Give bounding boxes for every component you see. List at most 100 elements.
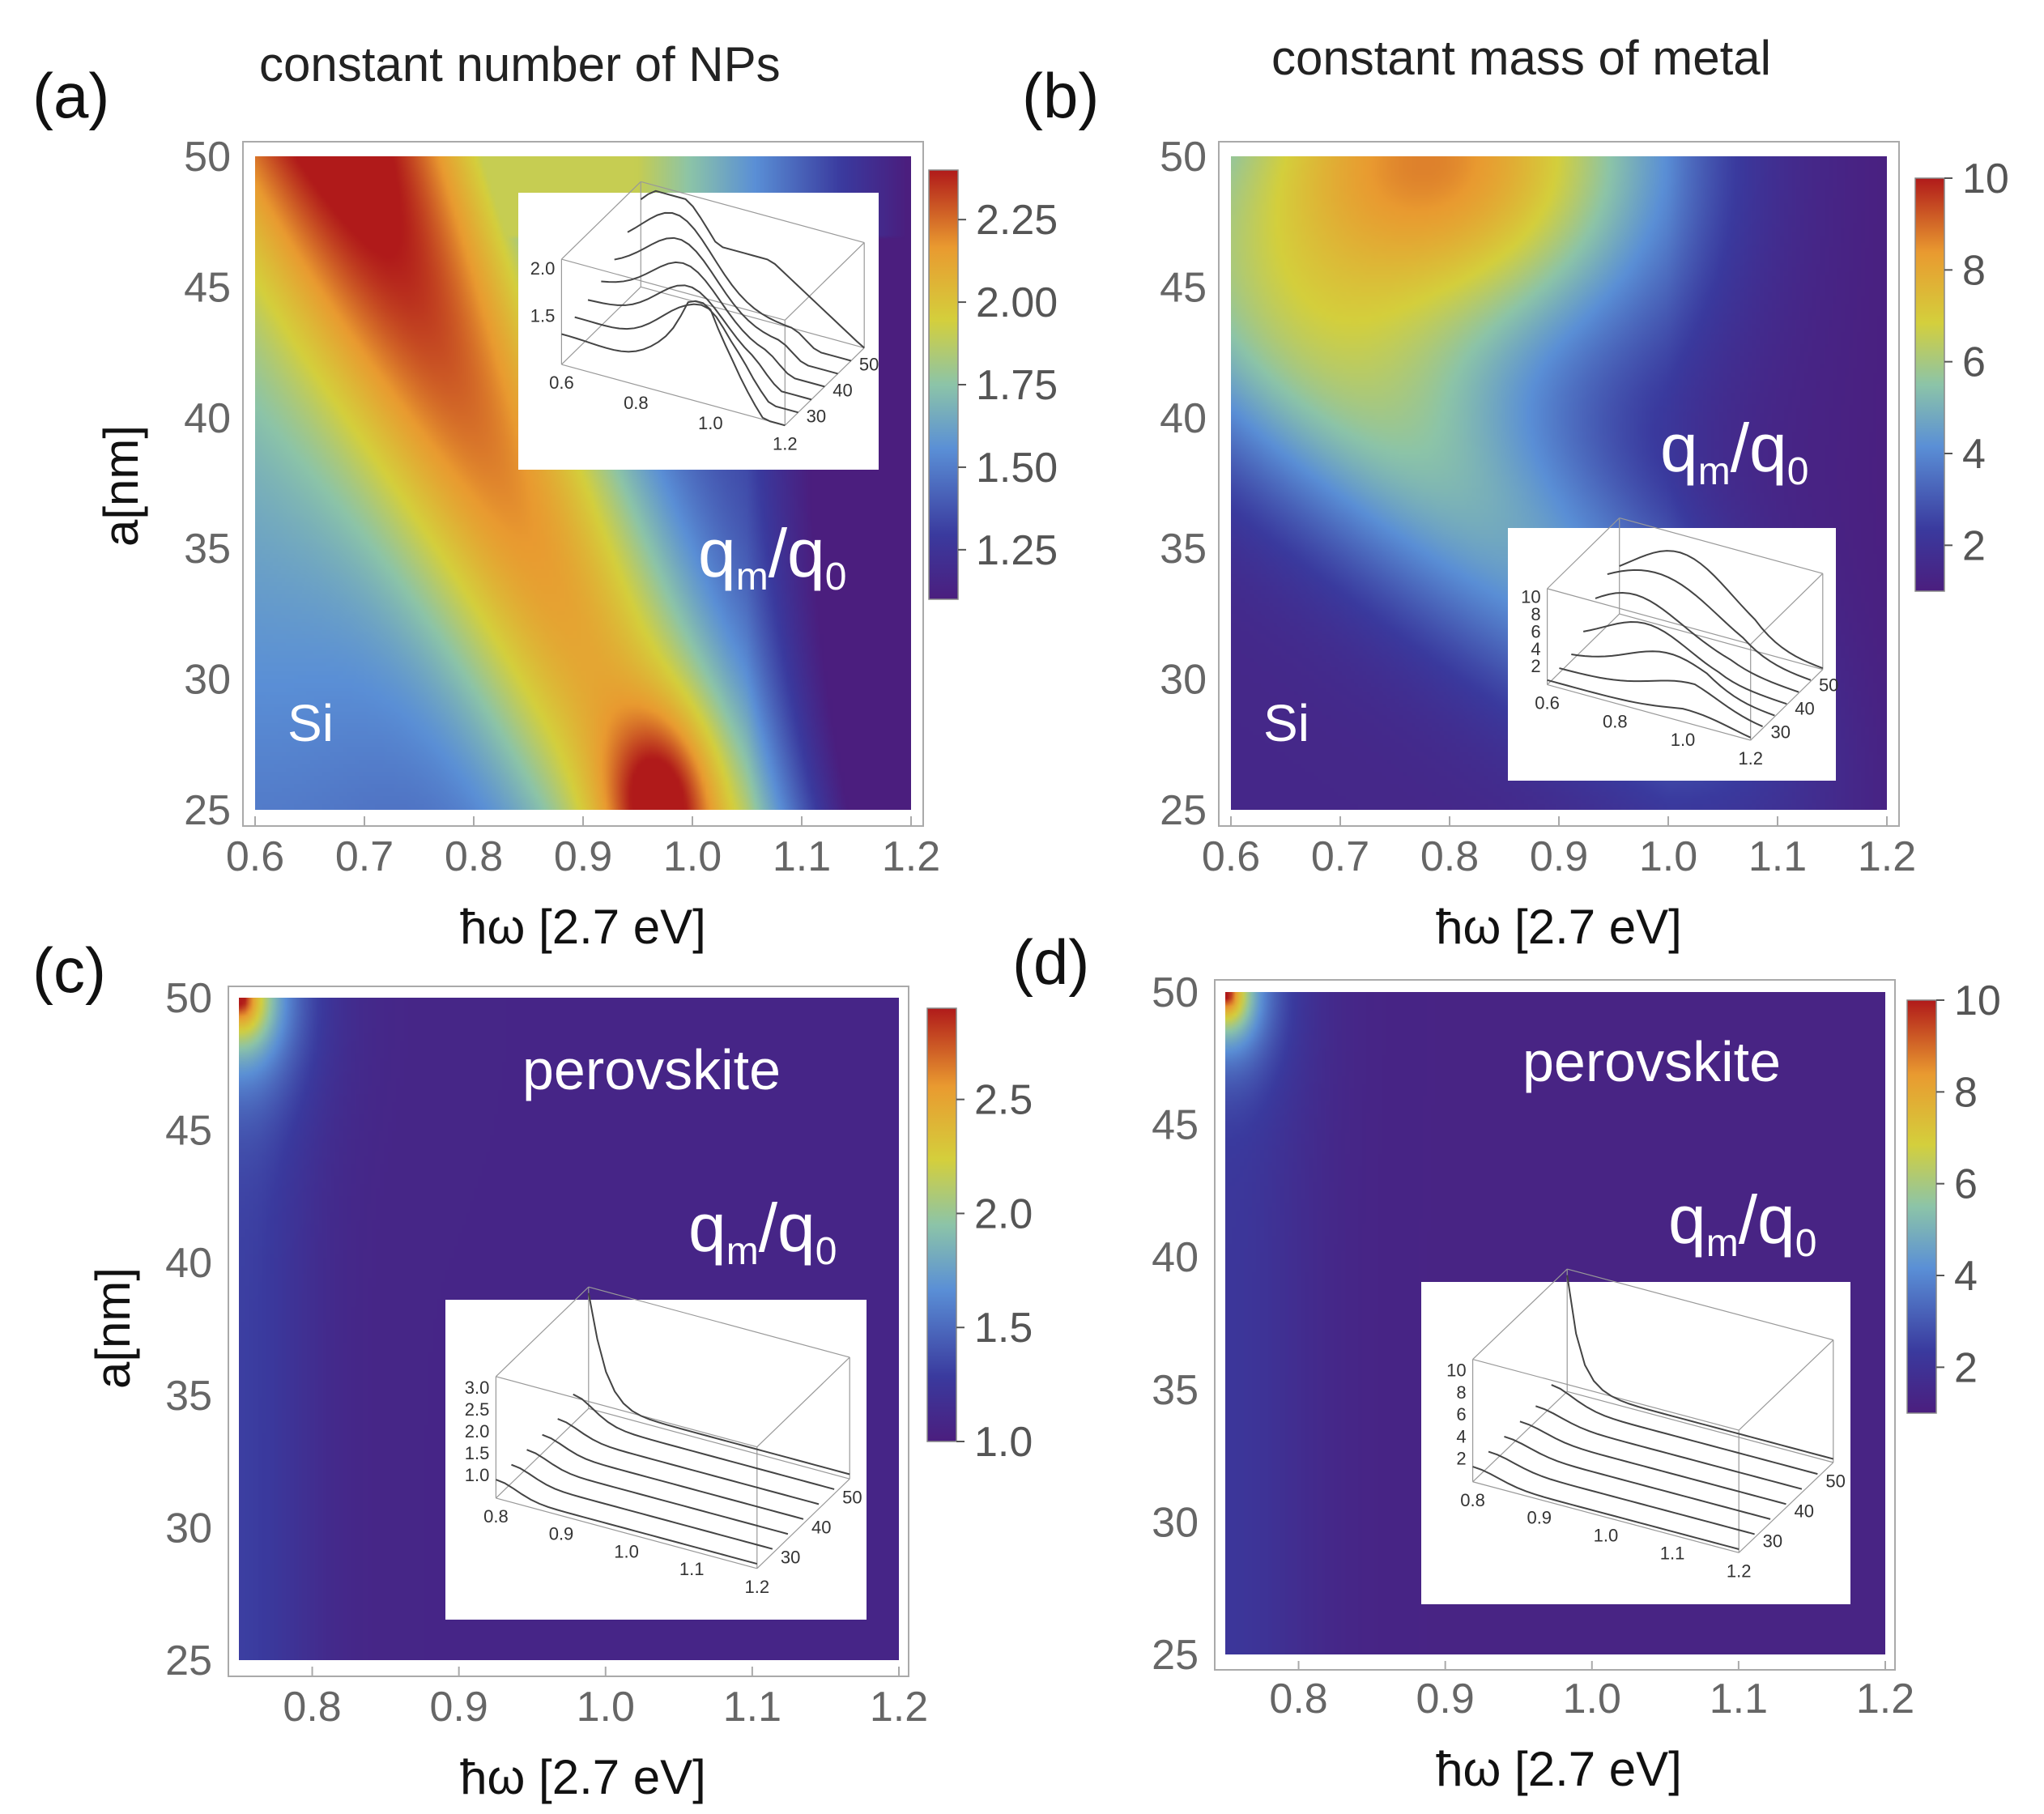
panel-d-label: (d)	[1012, 926, 1089, 998]
panel-b-title: constant mass of metal	[1271, 31, 1771, 85]
inset-y-tick: 30	[1771, 722, 1791, 743]
colorbar-tick-label: 1.50	[976, 445, 1058, 492]
inset-box-edge	[1750, 669, 1824, 741]
inset-box-edge	[641, 286, 865, 349]
colorbar-tick-label: 4	[1962, 431, 1986, 478]
inset-surface-line	[1504, 1435, 1771, 1520]
inset-y-tick: 50	[842, 1488, 862, 1508]
inset-surface-line	[561, 300, 786, 427]
panel-d-quantity: qm/q0	[1668, 1182, 1816, 1265]
ytick-label: 25	[165, 1637, 212, 1684]
inset-x-tick: 1.0	[1671, 730, 1696, 750]
xtick-label: 0.7	[335, 833, 394, 880]
inset-x-tick: 0.8	[1460, 1490, 1485, 1510]
inset-surface-line	[542, 1433, 804, 1520]
ytick-label: 50	[1152, 969, 1199, 1016]
inset-surface-line	[1595, 591, 1799, 693]
ytick-label: 35	[165, 1373, 212, 1420]
panel-a-quantity: qm/q0	[698, 515, 846, 598]
inset-surface-line	[1559, 667, 1763, 727]
inset-surface-line	[1547, 679, 1752, 739]
inset-z-tick: 8	[1531, 604, 1540, 624]
inset-x-tick: 0.8	[624, 393, 649, 413]
xtick-label: 1.1	[1748, 833, 1807, 880]
inset-surface-line	[526, 1449, 789, 1535]
panel-b-material: Si	[1263, 694, 1309, 752]
inset-box-edge	[1567, 1268, 1833, 1341]
panel-d-frame	[1214, 979, 1896, 1671]
xtick-label: 1.2	[1856, 1676, 1914, 1722]
colorbar-tick-label: 4	[1954, 1253, 1978, 1300]
inset-y-tick: 40	[811, 1518, 831, 1538]
inset-z-tick: 2.0	[530, 258, 556, 279]
xtick-label: 0.6	[1202, 833, 1260, 880]
inset-box-edge	[1738, 1462, 1834, 1553]
inset-x-tick: 1.2	[1727, 1561, 1752, 1581]
inset-z-tick: 3.0	[465, 1378, 490, 1398]
inset-box-edge	[588, 1286, 850, 1358]
xtick-label: 0.9	[1530, 833, 1588, 880]
inset-box-edge	[560, 286, 641, 365]
panel-a: (a) constant number of NPs 0.6 0.7 0.8 0.9 1…	[32, 37, 1058, 954]
xtick-label: 1.0	[577, 1684, 635, 1731]
panel-c-frame	[228, 986, 909, 1677]
ytick-label: 50	[165, 975, 212, 1022]
inset-y-tick: 50	[859, 354, 879, 374]
xtick-label: 0.6	[226, 833, 284, 880]
inset-background	[1421, 1282, 1850, 1604]
xtick-label: 0.7	[1311, 833, 1369, 880]
inset-box-edge	[496, 1497, 757, 1569]
inset-x-tick: 0.6	[1535, 692, 1560, 713]
xtick-label: 1.0	[663, 833, 722, 880]
inset-x-tick: 1.0	[698, 413, 723, 433]
inset-y-tick: 50	[1819, 675, 1838, 695]
panel-c-colorbar: 1.0 1.5 2.0 2.5	[926, 1007, 1033, 1466]
xtick-label: 1.0	[1639, 833, 1697, 880]
inset-box-edge	[495, 1286, 590, 1378]
inset-z-tick: 1.5	[465, 1443, 490, 1463]
panel-d-material: perovskite	[1522, 1030, 1781, 1093]
inset-x-tick: 1.1	[1660, 1543, 1685, 1563]
colorbar-tick-label: 2	[1954, 1344, 1978, 1391]
inset-x-tick: 0.8	[483, 1506, 509, 1527]
inset-box-edge	[560, 181, 641, 260]
ytick-label: 35	[1152, 1367, 1199, 1414]
xtick-label: 1.2	[882, 833, 940, 880]
colorbar-tick-label: 2.5	[974, 1077, 1033, 1124]
ytick-label: 35	[1160, 526, 1207, 573]
inset-box-edge	[784, 242, 865, 321]
ytick-label: 50	[1160, 134, 1207, 181]
inset-surface-line	[627, 211, 852, 362]
inset-box-edge	[561, 364, 786, 426]
ytick-label: 40	[184, 395, 231, 442]
panel-c: (c) 0.8 0.9 1.0 1.1 1.2 25 30 35 40 45 50 ħω [2.7 …	[32, 935, 1033, 1804]
panel-a-label: (a)	[32, 60, 109, 131]
inset-surface-line	[1519, 1420, 1786, 1505]
xtick-label: 1.2	[1858, 833, 1916, 880]
panel-b-label: (b)	[1022, 60, 1099, 131]
inset-y-tick: 40	[833, 380, 852, 400]
colorbar-tick-label: 6	[1954, 1161, 1978, 1208]
inset-z-tick: 4	[1456, 1426, 1466, 1446]
colorbar-gradient	[928, 169, 959, 600]
inset-box-edge	[756, 1356, 850, 1448]
panel-d: (d) 0.8 0.9 1.0 1.1 1.2 25 30 35 40 45 50 ħω [2.7 …	[1012, 926, 2001, 1796]
inset-z-tick: 1.0	[465, 1465, 490, 1485]
inset-surface-line	[574, 303, 798, 414]
inset-x-tick: 1.2	[745, 1577, 770, 1597]
inset-box-edge	[1619, 613, 1823, 671]
inset-box-edge	[495, 1407, 590, 1499]
inset-x-tick: 1.0	[1594, 1526, 1619, 1546]
colorbar-tick-label: 2.0	[974, 1190, 1033, 1237]
inset-x-tick: 1.0	[614, 1541, 639, 1561]
ytick-label: 30	[184, 657, 231, 704]
inset-x-tick: 0.6	[549, 373, 574, 393]
colorbar-tick-label: 2.00	[976, 279, 1058, 326]
ytick-label: 40	[1160, 395, 1207, 442]
colorbar-tick-label: 8	[1954, 1069, 1978, 1116]
inset-y-tick: 50	[1825, 1471, 1845, 1491]
inset-surface-line	[1566, 1275, 1834, 1460]
